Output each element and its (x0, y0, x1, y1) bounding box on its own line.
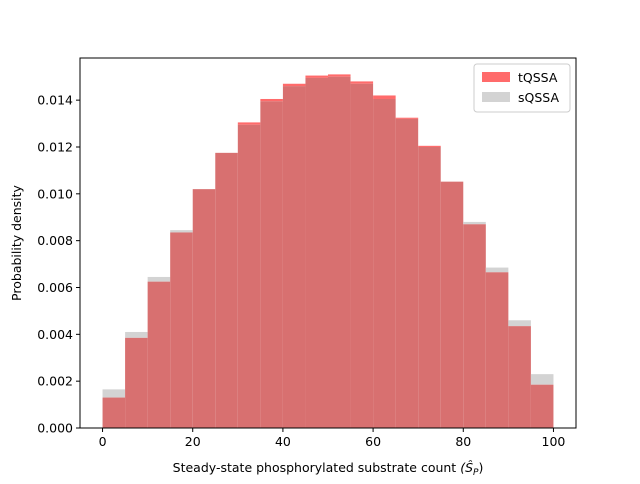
x-axis-label: Steady-state phosphorylated substrate co… (173, 460, 484, 478)
legend: tQSSA sQSSA (473, 63, 571, 113)
histogram-bar-overlap (147, 281, 171, 428)
histogram-bar-overlap (170, 232, 193, 428)
x-axis-label-subscript: P (473, 468, 479, 478)
y-tick-label: 0.004 (37, 327, 73, 342)
x-tick-label: 20 (185, 434, 201, 449)
histogram-bar-overlap (102, 397, 126, 428)
histogram-bar-top (395, 117, 419, 119)
histogram-bar-overlap (215, 152, 238, 428)
histogram-bar-overlap (440, 181, 464, 428)
histogram-bar-top (530, 374, 554, 385)
legend-label: tQSSA (518, 70, 558, 85)
x-tick-label: 0 (99, 434, 107, 449)
y-tick-label: 0.012 (37, 139, 73, 154)
histogram-bar-top (418, 145, 441, 147)
x-axis-ticks: 0 20 40 60 80 100 (99, 428, 566, 449)
histogram-bar-top (350, 81, 374, 84)
x-tick-label: 60 (365, 434, 381, 449)
histogram-bar-top (102, 389, 126, 398)
y-tick-label: 0.000 (37, 421, 73, 436)
histogram-bar-overlap (237, 124, 261, 428)
histogram-bar-overlap (350, 83, 374, 428)
x-axis-label-text: Steady-state phosphorylated substrate co… (173, 460, 461, 475)
histogram-bar-overlap (260, 101, 283, 428)
axes-frame (79, 57, 577, 429)
histogram-bar-top (328, 74, 351, 77)
histogram-bar-overlap (282, 86, 306, 429)
histogram-bar-overlap (508, 326, 531, 428)
histogram-bar-top (237, 122, 261, 125)
histogram-bar-top (373, 95, 396, 99)
y-tick-label: 0.008 (37, 233, 73, 248)
histogram-bar-overlap (485, 272, 509, 428)
legend-swatch (482, 92, 510, 102)
x-axis-label-symbol: (Ŝ (460, 460, 473, 475)
x-tick-label: 100 (542, 434, 566, 449)
histogram-bar-overlap (530, 384, 554, 428)
y-axis-ticks: 0.000 0.002 0.004 0.006 0.008 0.010 0.012 0.014 (37, 93, 80, 436)
x-tick-label: 40 (275, 434, 291, 449)
histogram-bar-overlap (418, 146, 441, 428)
histogram-bar-overlap (192, 189, 216, 428)
y-tick-label: 0.002 (37, 374, 73, 389)
histogram-bar-overlap (395, 118, 419, 428)
histogram-bar-top (508, 320, 531, 327)
histogram-bar-top (170, 230, 193, 233)
y-axis-label: Probability density (9, 184, 24, 300)
histogram-bar-overlap (373, 98, 396, 428)
histogram-bar-top (260, 98, 283, 102)
x-axis-label-close: ) (478, 460, 483, 475)
histogram-bar-overlap (305, 77, 328, 428)
x-tick-label: 80 (455, 434, 471, 449)
histogram-bar-overlap (328, 76, 351, 428)
histogram-bar-top (463, 221, 486, 225)
y-tick-label: 0.014 (37, 93, 73, 108)
legend-label: sQSSA (518, 90, 559, 105)
histogram-bar-top (147, 276, 171, 282)
legend-swatch (482, 72, 510, 82)
histogram-bar-overlap (125, 337, 148, 428)
y-tick-label: 0.010 (37, 186, 73, 201)
y-tick-label: 0.006 (37, 280, 73, 295)
histogram-bar-top (485, 267, 509, 273)
histogram-bar-top (305, 75, 328, 78)
bars-layer (102, 74, 554, 429)
histogram-bar-top (282, 83, 306, 87)
histogram-bar-overlap (463, 224, 486, 428)
histogram-bar-top (125, 331, 148, 338)
